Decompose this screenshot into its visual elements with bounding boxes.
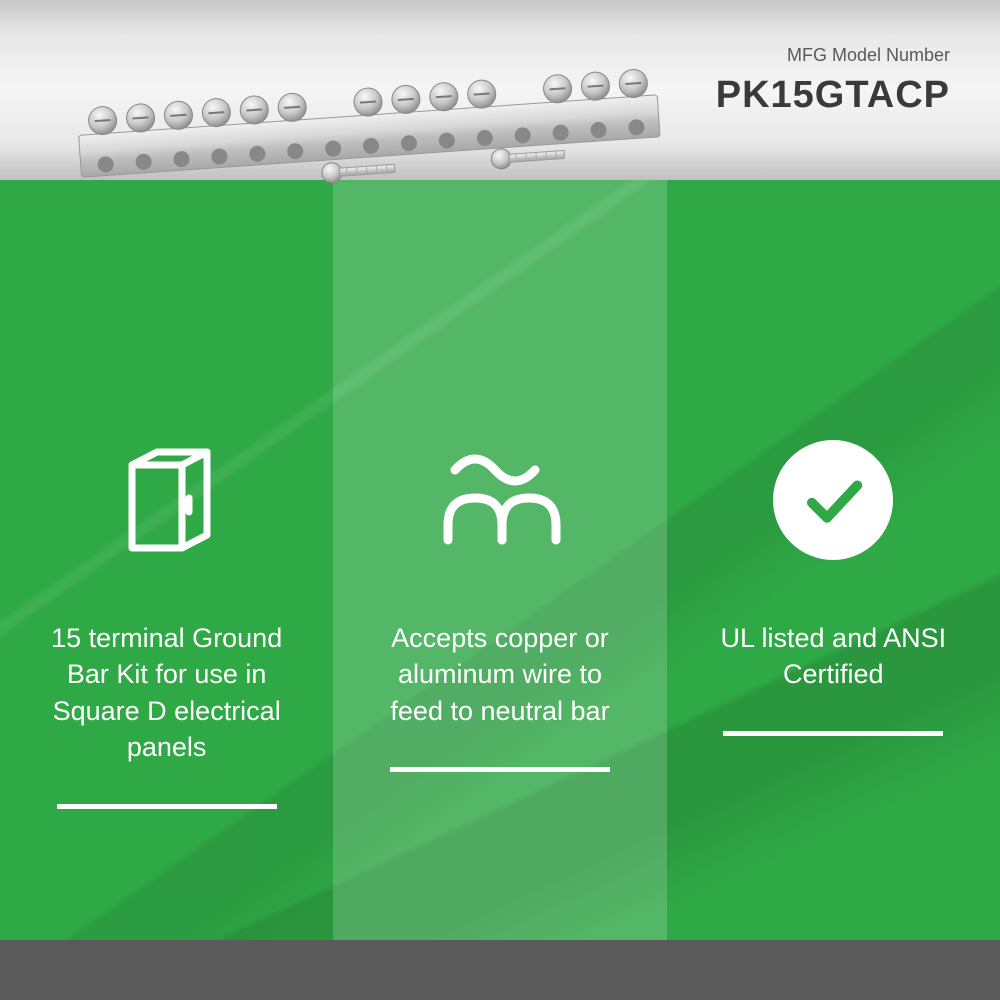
model-number: PK15GTACP bbox=[716, 74, 950, 117]
feature-text-3: UL listed and ANSI Certified bbox=[703, 620, 963, 693]
model-block: MFG Model Number PK15GTACP bbox=[716, 45, 950, 117]
wave-bridge-icon bbox=[430, 430, 570, 570]
checkmark-icon bbox=[763, 430, 903, 570]
feature-column-3: UL listed and ANSI Certified bbox=[667, 180, 1000, 940]
feature-underline bbox=[390, 767, 610, 772]
feature-column-2: Accepts copper or aluminum wire to feed … bbox=[333, 180, 666, 940]
feature-text-2: Accepts copper or aluminum wire to feed … bbox=[370, 620, 630, 729]
product-photo bbox=[60, 60, 680, 230]
feature-underline bbox=[723, 731, 943, 736]
feature-underline bbox=[57, 804, 277, 809]
panel-icon bbox=[97, 430, 237, 570]
feature-text-1: 15 terminal Ground Bar Kit for use in Sq… bbox=[37, 620, 297, 766]
footer-band bbox=[0, 940, 1000, 1000]
model-label: MFG Model Number bbox=[716, 45, 950, 66]
feature-column-1: 15 terminal Ground Bar Kit for use in Sq… bbox=[0, 180, 333, 940]
features-area: 15 terminal Ground Bar Kit for use in Sq… bbox=[0, 180, 1000, 940]
